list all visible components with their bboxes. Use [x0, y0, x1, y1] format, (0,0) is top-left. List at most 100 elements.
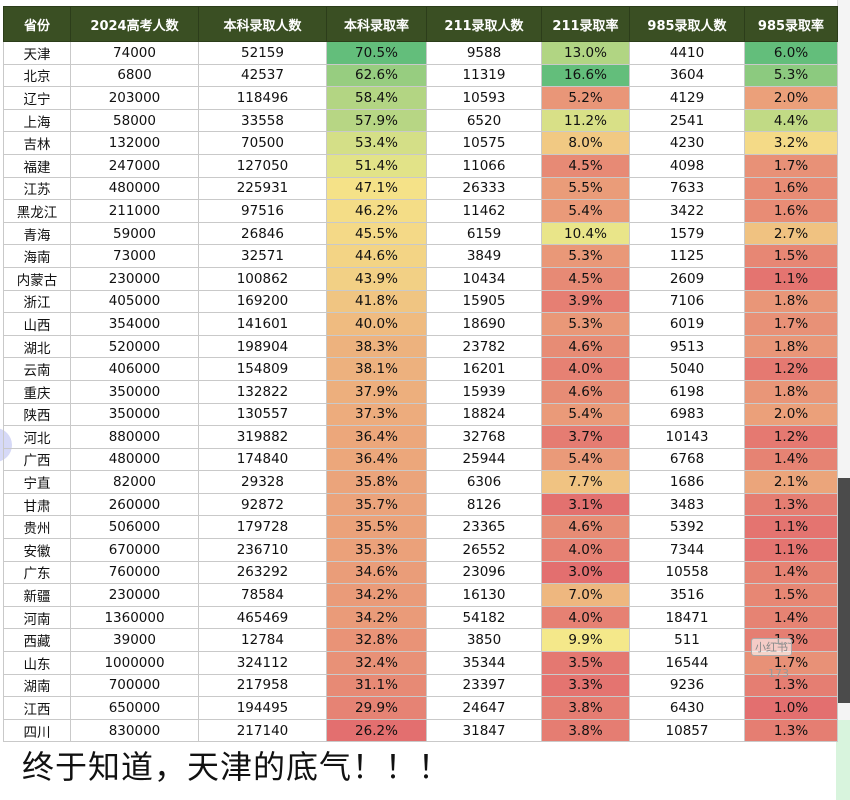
- undergrad-rate-cell: 26.2%: [326, 718, 427, 743]
- undergrad-rate-cell: 32.4%: [326, 651, 427, 675]
- province-cell: 云南: [3, 357, 71, 381]
- 985-admitted-cell: 3604: [629, 63, 745, 88]
- 985-rate-cell: 1.4%: [744, 447, 838, 472]
- undergrad-rate-cell: 29.9%: [326, 696, 427, 720]
- undergrad-admitted-cell: 198904: [198, 334, 327, 359]
- undergrad-rate-cell: 38.1%: [326, 357, 427, 381]
- 985-rate-cell: 1.4%: [744, 560, 838, 585]
- 211-rate-cell: 3.9%: [541, 289, 630, 314]
- watermark-logo: 小红书: [751, 638, 792, 656]
- undergrad-rate-cell: 34.6%: [326, 560, 427, 585]
- 985-rate-cell: 1.5%: [744, 583, 838, 607]
- 211-rate-cell: 4.0%: [541, 357, 630, 381]
- 985-admitted-cell: 511: [629, 628, 745, 653]
- 211-admitted-cell: 6306: [426, 470, 542, 494]
- 985-rate-cell: 2.1%: [744, 470, 838, 494]
- table-row: 青海 59000 26846 45.5% 6159 10.4% 1579 2.7%: [3, 221, 838, 246]
- 211-admitted-cell: 11462: [426, 199, 542, 223]
- 985-rate-cell: 1.1%: [744, 538, 838, 562]
- exam-takers-cell: 73000: [70, 244, 199, 268]
- 985-admitted-cell: 7106: [629, 289, 745, 314]
- table-row: 陕西 350000 130557 37.3% 18824 5.4% 6983 2.0%: [3, 402, 838, 427]
- table-header-row: 省份 2024高考人数 本科录取人数 本科录取率 211录取人数 211录取率 …: [3, 6, 838, 42]
- exam-takers-cell: 350000: [70, 379, 199, 404]
- column-header-985-rate: 985录取率: [744, 6, 838, 42]
- side-panel-footer: [836, 720, 850, 800]
- column-header-province: 省份: [3, 6, 71, 42]
- undergrad-admitted-cell: 169200: [198, 289, 327, 314]
- 211-admitted-cell: 54182: [426, 605, 542, 630]
- undergrad-rate-cell: 37.3%: [326, 402, 427, 427]
- table-row: 甘肃 260000 92872 35.7% 8126 3.1% 3483 1.3%: [3, 492, 838, 517]
- 211-rate-cell: 3.0%: [541, 560, 630, 585]
- table-row: 贵州 506000 179728 35.5% 23365 4.6% 5392 1.1%: [3, 515, 838, 540]
- undergrad-admitted-cell: 70500: [198, 131, 327, 155]
- 985-rate-cell: 3.2%: [744, 131, 838, 155]
- undergrad-rate-cell: 35.5%: [326, 515, 427, 540]
- undergrad-admitted-cell: 29328: [198, 470, 327, 494]
- post-caption: 终于知道，天津的底气！！！: [22, 748, 452, 786]
- undergrad-admitted-cell: 42537: [198, 63, 327, 88]
- undergrad-rate-cell: 53.4%: [326, 131, 427, 155]
- undergrad-admitted-cell: 92872: [198, 492, 327, 517]
- 211-rate-cell: 3.8%: [541, 718, 630, 743]
- table-row: 海南 73000 32571 44.6% 3849 5.3% 1125 1.5%: [3, 244, 838, 268]
- side-image-thumbnail: [836, 478, 850, 703]
- undergrad-admitted-cell: 127050: [198, 153, 327, 178]
- column-header-undergrad-rate: 本科录取率: [326, 6, 427, 42]
- 211-admitted-cell: 10593: [426, 86, 542, 110]
- undergrad-rate-cell: 38.3%: [326, 334, 427, 359]
- province-cell: 海南: [3, 244, 71, 268]
- 211-rate-cell: 4.6%: [541, 379, 630, 404]
- undergrad-admitted-cell: 32571: [198, 244, 327, 268]
- undergrad-rate-cell: 40.0%: [326, 312, 427, 336]
- 985-rate-cell: 1.6%: [744, 199, 838, 223]
- 985-admitted-cell: 4230: [629, 131, 745, 155]
- province-cell: 黑龙江: [3, 199, 71, 223]
- column-header-211-admitted: 211录取人数: [426, 6, 542, 42]
- undergrad-rate-cell: 44.6%: [326, 244, 427, 268]
- table-row: 江苏 480000 225931 47.1% 26333 5.5% 7633 1.6%: [3, 176, 838, 201]
- undergrad-admitted-cell: 26846: [198, 221, 327, 246]
- province-cell: 江西: [3, 696, 71, 720]
- table-row: 安徽 670000 236710 35.3% 26552 4.0% 7344 1.1%: [3, 538, 838, 562]
- table-row: 吉林 132000 70500 53.4% 10575 8.0% 4230 3.2%: [3, 131, 838, 155]
- exam-takers-cell: 59000: [70, 221, 199, 246]
- undergrad-rate-cell: 34.2%: [326, 583, 427, 607]
- 985-rate-cell: 1.7%: [744, 153, 838, 178]
- 211-rate-cell: 8.0%: [541, 131, 630, 155]
- undergrad-rate-cell: 47.1%: [326, 176, 427, 201]
- province-cell: 安徽: [3, 538, 71, 562]
- 985-admitted-cell: 4129: [629, 86, 745, 110]
- 211-rate-cell: 4.6%: [541, 334, 630, 359]
- column-header-211-rate: 211录取率: [541, 6, 630, 42]
- undergrad-rate-cell: 58.4%: [326, 86, 427, 110]
- 211-admitted-cell: 11066: [426, 153, 542, 178]
- 211-admitted-cell: 24647: [426, 696, 542, 720]
- province-cell: 甘肃: [3, 492, 71, 517]
- exam-takers-cell: 405000: [70, 289, 199, 314]
- 211-rate-cell: 7.7%: [541, 470, 630, 494]
- 211-admitted-cell: 23397: [426, 673, 542, 698]
- undergrad-admitted-cell: 263292: [198, 560, 327, 585]
- 211-rate-cell: 5.3%: [541, 312, 630, 336]
- 985-rate-cell: 1.2%: [744, 357, 838, 381]
- 211-rate-cell: 4.5%: [541, 266, 630, 291]
- exam-takers-cell: 74000: [70, 41, 199, 65]
- 211-rate-cell: 7.0%: [541, 583, 630, 607]
- table-row: 广西 480000 174840 36.4% 25944 5.4% 6768 1.4%: [3, 447, 838, 472]
- table-body: 天津 74000 52159 70.5% 9588 13.0% 4410 6.0% 北京 6800…: [3, 41, 838, 743]
- 985-rate-cell: 1.4%: [744, 605, 838, 630]
- watermark-id: 173: [768, 667, 789, 680]
- 211-rate-cell: 9.9%: [541, 628, 630, 653]
- 985-rate-cell: 1.0%: [744, 696, 838, 720]
- 211-admitted-cell: 10434: [426, 266, 542, 291]
- exam-takers-cell: 1000000: [70, 651, 199, 675]
- undergrad-rate-cell: 41.8%: [326, 289, 427, 314]
- table-row: 四川 830000 217140 26.2% 31847 3.8% 10857 1.3%: [3, 718, 838, 743]
- undergrad-rate-cell: 35.3%: [326, 538, 427, 562]
- province-cell: 吉林: [3, 131, 71, 155]
- 985-admitted-cell: 5040: [629, 357, 745, 381]
- 211-admitted-cell: 9588: [426, 41, 542, 65]
- province-cell: 重庆: [3, 379, 71, 404]
